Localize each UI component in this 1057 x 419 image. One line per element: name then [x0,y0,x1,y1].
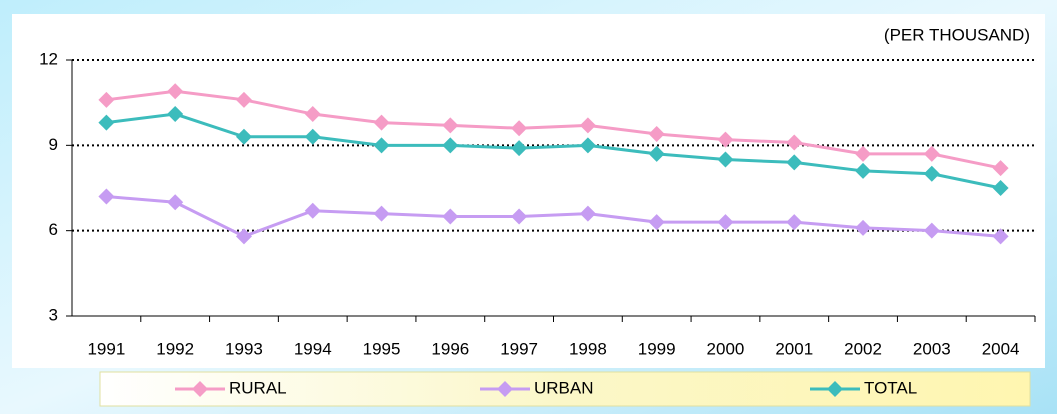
data-point [923,222,940,239]
data-point [992,160,1009,177]
x-tick-label: 1996 [431,339,469,358]
y-tick-label: 6 [49,220,58,239]
data-point [442,137,459,154]
data-point [304,202,321,219]
data-point [98,114,115,131]
data-point [923,165,940,182]
data-point [579,137,596,154]
data-point [855,219,872,236]
legend-marker [497,381,513,397]
data-point [304,128,321,145]
legend-label: TOTAL [864,378,917,397]
y-tick-label: 3 [49,305,58,324]
data-point [98,188,115,205]
data-point [579,205,596,222]
data-point [648,214,665,231]
legend-box [99,371,1031,407]
data-point [717,151,734,168]
data-point [511,140,528,157]
x-tick-label: 1995 [363,339,401,358]
data-point [648,145,665,162]
x-tick-label: 2004 [982,339,1020,358]
data-point [992,228,1009,245]
x-tick-label: 2001 [775,339,813,358]
data-point [167,194,184,211]
x-tick-label: 1999 [638,339,676,358]
x-tick-label: 1998 [569,339,607,358]
legend-marker [827,381,843,397]
data-point [717,131,734,148]
subtitle: (PER THOUSAND) [884,25,1030,44]
data-point [373,114,390,131]
series-line [106,195,1001,238]
data-point [855,162,872,179]
data-point [235,228,252,245]
y-tick-label: 9 [49,135,58,154]
data-point [786,134,803,151]
series-line [106,112,1001,190]
data-point [167,106,184,123]
plot-background [12,14,1045,368]
legend-label: URBAN [534,378,594,397]
data-point [373,205,390,222]
data-point [648,125,665,142]
legend-label: RURAL [229,378,287,397]
x-tick-label: 1992 [156,339,194,358]
data-point [98,91,115,108]
data-point [235,128,252,145]
data-point [167,83,184,100]
x-tick-label: 2003 [913,339,951,358]
data-point [373,137,390,154]
x-tick-label: 2002 [844,339,882,358]
x-tick-label: 2000 [707,339,745,358]
x-tick-label: 1994 [294,339,332,358]
data-point [717,214,734,231]
legend-marker [192,381,208,397]
data-point [923,145,940,162]
data-point [992,180,1009,196]
data-point [304,106,321,123]
data-point [786,154,803,171]
data-point [855,145,872,162]
data-point [786,214,803,231]
x-tick-label: 1993 [225,339,263,358]
data-point [442,117,459,134]
data-point [511,120,528,137]
series-line [106,89,1001,170]
data-point [235,91,252,108]
x-tick-label: 1991 [87,339,125,358]
x-tick-label: 1997 [500,339,538,358]
data-point [511,208,528,225]
y-tick-label: 12 [39,49,58,68]
data-point [442,208,459,225]
data-point [579,117,596,134]
